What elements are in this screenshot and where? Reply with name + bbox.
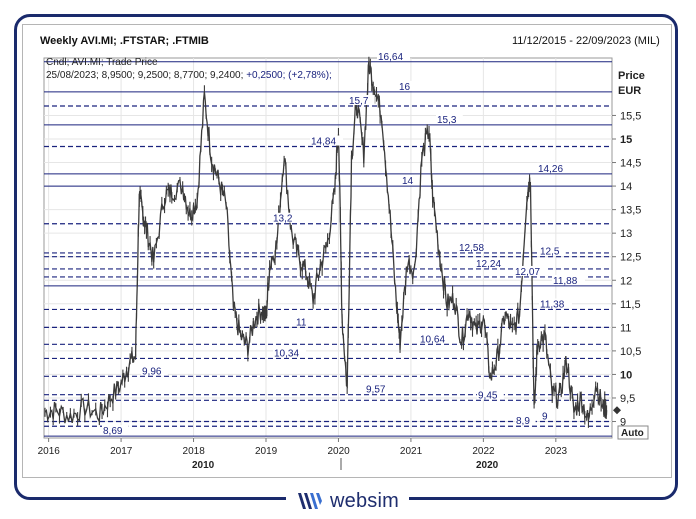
y-tick-label: 15 [620,134,632,146]
level-label: 14,26 [538,164,563,175]
x-tick-label: 2018 [183,446,206,457]
level-label: 12,24 [476,259,501,270]
plot-border [43,57,613,439]
brand-logo: websim [286,490,409,512]
y-tick-label: 11,5 [620,299,641,311]
level-label: 14,84 [311,137,336,148]
x-tick-label: 2021 [400,446,423,457]
y-tick-label: 15,5 [620,110,641,122]
level-label-bg [539,245,566,256]
x-tick-label: 2019 [255,446,278,457]
level-label-bg [398,80,413,91]
level-label-bg [273,347,306,358]
last-price-marker [613,406,621,415]
level-label: 15,3 [437,115,457,126]
level-label: 15,7 [349,96,369,107]
x-tick-label: 2017 [110,446,133,457]
level-label-bg [310,135,343,146]
level-label-bg [102,425,129,436]
level-label: 9,45 [478,390,498,401]
y-tick-label: 14,5 [620,158,641,170]
websim-logo-icon [296,491,324,511]
x-tick-label: 2016 [38,446,61,457]
level-label-bg [401,175,416,186]
level-label: 16 [399,82,411,93]
level-label-bg [537,162,570,173]
grid-lines [43,57,613,439]
legend-line2: 25/08/2023; 8,9500; 9,2500; 8,7700; 9,24… [46,70,332,81]
level-labels: 16,64 16 15,7 15,3 14,84 14,26 14 13,2 12,58 12,5… [102,50,585,437]
axis-title-currency: EUR [618,85,641,97]
level-label: 10,34 [274,348,299,359]
level-label: 16,64 [378,52,403,63]
level-label: 12,07 [515,267,540,278]
level-label: 8,9 [516,416,530,427]
y-tick-label: 13 [620,228,632,240]
price-line [44,61,608,424]
brand-name: websim [330,489,399,512]
level-lines [44,61,612,437]
x-axis: 2016 2017 2018 2019 2020 2021 2022 2023 2010 2020 [38,438,568,471]
level-label: 13,2 [273,214,293,225]
level-label: 9 [542,412,548,423]
auto-scale-button[interactable]: Auto [617,425,649,440]
level-label: 9,96 [142,366,162,377]
y-tick-label: 12,5 [620,252,641,264]
chart-title: Weekly AVI.MI; .FTSTAR; .FTMIB [40,35,209,47]
level-label: 8,69 [103,426,123,437]
level-label-bg [141,365,168,376]
level-label-bg [272,212,299,223]
level-label-bg [458,241,491,252]
level-label-bg [541,410,550,421]
level-label: 14 [402,176,414,187]
level-label: 9,57 [366,385,386,396]
legend-ohlc: 25/08/2023; 8,9500; 9,2500; 8,7700; 9,24… [46,70,243,81]
level-label-bg [436,113,463,124]
level-label-bg [477,389,504,400]
legend-change: +0,2500; (+2,78%); [246,70,332,81]
level-label: 12,5 [540,247,560,258]
level-label: 11,88 [553,276,578,287]
x-sublabel: 2020 [476,460,499,471]
y-tick-label: 10,5 [620,346,641,358]
level-label: 11,38 [540,299,565,310]
price-series [44,56,621,428]
level-label-bg [514,265,547,276]
y-tick-label: 9,5 [620,393,635,405]
level-label-bg [348,95,375,106]
level-label: 11 [296,317,307,328]
y-tick-label: 10 [620,369,632,381]
y-axis: 9 9,5 10 10,5 11 11,5 12 12,5 13 13,5 14 14,5 15 15,5 [612,110,641,429]
legend-line1: Cndl; AVI.MI; Trade Price [46,57,158,68]
level-label-bg [295,316,310,327]
level-label-bg [475,257,508,268]
level-label-bg [419,333,452,344]
y-tick-label: 11 [620,322,631,334]
y-tick-label: 12 [620,275,632,287]
level-label-bg [377,50,410,61]
axis-title-price: Price [618,70,645,82]
legend: Cndl; AVI.MI; Trade Price 25/08/2023; 8,… [46,57,332,81]
x-tick-label: 2023 [545,446,568,457]
y-tick-label: 9 [620,417,626,429]
date-range: 11/12/2015 - 22/09/2023 (MIL) [512,35,660,47]
level-label: 12,58 [459,243,484,254]
level-label-bg [552,274,585,285]
level-label-bg [539,298,572,309]
level-label-bg [365,383,392,394]
level-label: 10,64 [420,334,445,345]
level-label-bg [515,415,536,426]
x-sublabel: 2010 [192,460,215,471]
x-tick-label: 2020 [327,446,350,457]
auto-label: Auto [621,428,644,439]
y-tick-label: 14 [620,181,632,193]
x-tick-label: 2022 [472,446,495,457]
y-tick-label: 13,5 [620,205,641,217]
